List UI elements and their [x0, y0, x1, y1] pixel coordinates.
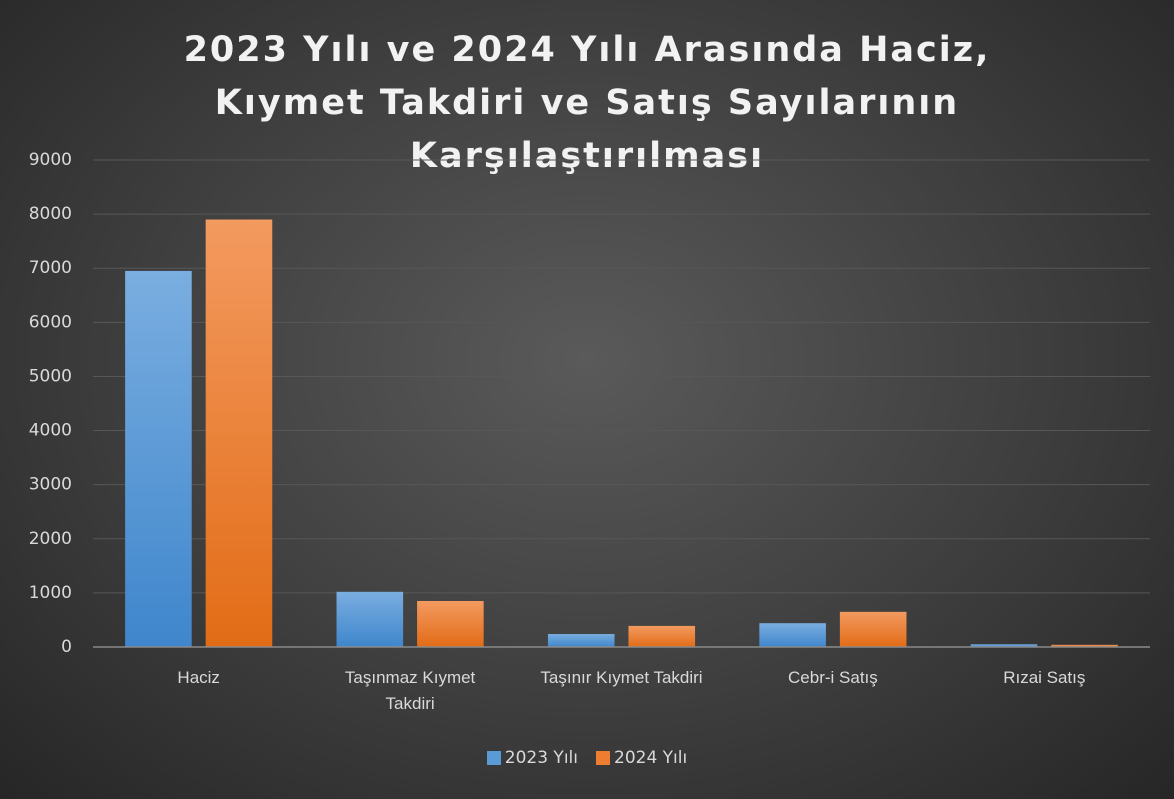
chart-title: 2023 Yılı ve 2024 Yılı Arasında Haciz, K… [183, 30, 991, 176]
bar [628, 625, 696, 647]
bar [759, 623, 826, 647]
legend-item: 2023 Yılı [486, 748, 578, 768]
bar [205, 219, 273, 647]
bar [1051, 644, 1118, 647]
bar [970, 644, 1038, 647]
y-tick-label: 3000 [29, 475, 72, 495]
x-tick-label: Cebr-i Satış [788, 668, 878, 687]
x-tick-label: Rızai Satış [1003, 668, 1086, 687]
y-tick-label: 2000 [29, 529, 72, 549]
bar [547, 634, 615, 647]
y-tick-label: 7000 [29, 258, 72, 278]
y-tick-label: 5000 [29, 366, 72, 386]
bar [417, 601, 484, 647]
y-tick-label: 8000 [29, 204, 72, 224]
y-tick-label: 9000 [29, 150, 72, 170]
legend-item: 2024 Yılı [596, 748, 687, 768]
legend-label: 2024 Yılı [614, 748, 688, 768]
x-tick-label: Haciz [177, 668, 220, 687]
bar [336, 591, 404, 647]
y-tick-label: 6000 [29, 312, 72, 332]
bar [839, 611, 907, 647]
y-tick-label: 0 [61, 637, 72, 657]
legend-label: 2023 Yılı [504, 748, 578, 768]
y-tick-label: 4000 [29, 421, 72, 441]
legend-swatch [486, 751, 501, 765]
legend-swatch [596, 751, 610, 765]
legend: 2023 Yılı 2024 Yılı [0, 748, 1174, 768]
y-tick-label: 1000 [29, 583, 72, 603]
bar [125, 270, 192, 647]
x-tick-label: Taşınmaz Kıymet Takdiri [344, 668, 476, 713]
x-tick-label: Taşınır Kıymet Takdiri [540, 668, 703, 687]
